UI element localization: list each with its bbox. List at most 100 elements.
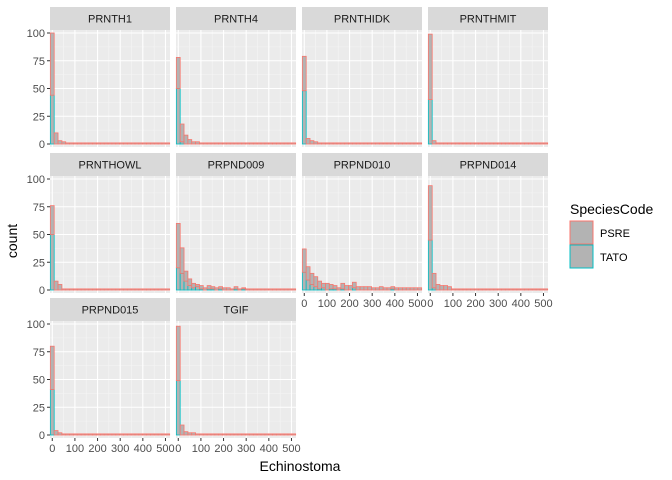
histogram-bar-psre <box>96 142 101 145</box>
histogram-bar-psre <box>336 142 342 145</box>
histogram-bar-psre <box>405 287 411 291</box>
histogram-bar-psre <box>531 142 537 145</box>
histogram-bar-psre <box>157 288 163 291</box>
histogram-bar-psre <box>276 433 281 436</box>
histogram-bar-psre <box>119 288 124 291</box>
histogram-bar-psre <box>313 276 319 288</box>
histogram-bar-psre <box>233 142 239 145</box>
y-tick-label: 0 <box>39 285 45 297</box>
y-tick-label: 50 <box>33 230 45 242</box>
x-tick-label: 100 <box>318 298 336 310</box>
histogram-bar-psre <box>111 433 117 436</box>
histogram-bar-psre <box>134 288 140 291</box>
x-tick-label: 300 <box>489 298 507 310</box>
y-axis-title: count <box>4 224 20 258</box>
histogram-bar-psre <box>103 433 109 436</box>
histogram-bar-psre <box>378 142 384 145</box>
facet-strip-label: PRNTHMIT <box>460 14 517 26</box>
histogram-bar-psre <box>287 288 293 291</box>
histogram-bar-psre <box>398 142 403 145</box>
x-tick-label: 100 <box>66 443 84 455</box>
histogram-bar-psre <box>57 140 63 145</box>
histogram-bar-psre <box>183 431 189 436</box>
histogram-bar-psre <box>161 433 167 436</box>
histogram-bar-psre <box>501 142 506 145</box>
legend-key-psre <box>569 220 594 245</box>
histogram-bar-psre <box>359 142 365 145</box>
histogram-bar-psre <box>451 288 456 291</box>
histogram-bar-psre <box>119 433 124 436</box>
y-tick-label: 0 <box>39 139 45 151</box>
x-tick-label: 500 <box>282 443 300 455</box>
histogram-bar-psre <box>165 142 171 145</box>
histogram-bar-psre <box>260 288 266 291</box>
histogram-bar-psre <box>390 286 396 290</box>
histogram-bar-psre <box>268 433 273 436</box>
histogram-bar-psre <box>524 142 529 145</box>
histogram-bar-psre <box>134 142 140 145</box>
histogram-bar-psre <box>222 433 227 436</box>
histogram-bar-psre <box>183 270 189 282</box>
histogram-bar-psre <box>481 288 487 291</box>
histogram-bar-psre <box>512 288 518 291</box>
histogram-bar-psre <box>191 141 196 145</box>
histogram-bar-tato <box>427 239 433 291</box>
histogram-bar-psre <box>179 424 185 436</box>
histogram-bar-psre <box>225 142 231 145</box>
y-tick-label: 75 <box>33 202 45 214</box>
histogram-bar-psre <box>57 432 63 436</box>
histogram-bar-psre <box>443 285 448 291</box>
histogram-bar-psre <box>351 281 357 289</box>
histogram-bar-psre <box>99 142 105 145</box>
histogram-bar-psre <box>53 132 59 145</box>
histogram-bar-psre <box>321 282 326 289</box>
histogram-bar-psre <box>454 142 460 145</box>
histogram-bar-psre <box>539 142 545 145</box>
histogram-bar-psre <box>386 142 392 145</box>
histogram-bar-psre <box>321 142 326 145</box>
histogram-bar-psre <box>344 285 349 291</box>
x-tick-label: 100 <box>444 298 462 310</box>
histogram-bar-psre <box>535 142 541 145</box>
facet-panel: PRNTH4 <box>175 7 297 147</box>
histogram-bar-psre <box>344 142 349 145</box>
histogram-bar-tato <box>183 280 189 291</box>
histogram-bar-psre <box>233 433 239 436</box>
histogram-bar-psre <box>175 325 181 382</box>
histogram-bar-psre <box>65 288 70 291</box>
histogram-bar-psre <box>435 142 441 145</box>
histogram-bar-psre <box>237 142 243 145</box>
histogram-bar-psre <box>268 142 273 145</box>
histogram-bar-psre <box>183 134 189 145</box>
histogram-bar-psre <box>252 288 258 291</box>
histogram-bar-psre <box>264 288 270 291</box>
x-tick-label: 0 <box>427 298 433 310</box>
facet-panels: PRNTH1 0 25 50 75 100 PRNTH4 PRNTHIDK PRNTHMIT PR… <box>27 7 553 455</box>
histogram-bar-psre <box>305 266 311 281</box>
histogram-bar-psre <box>363 286 369 291</box>
histogram-bar-psre <box>367 286 373 291</box>
histogram-bar-psre <box>107 288 113 291</box>
histogram-bar-psre <box>195 141 200 145</box>
histogram-bar-psre <box>405 142 411 145</box>
x-tick-label: 500 <box>534 298 552 310</box>
bar-group <box>49 345 171 436</box>
facet-strip-label: PRPND014 <box>460 160 517 172</box>
histogram-bar-psre <box>363 142 369 145</box>
histogram-bar-psre <box>256 288 262 291</box>
histogram-bar-psre <box>481 142 487 145</box>
histogram-bar-psre <box>501 288 506 291</box>
histogram-bar-psre <box>76 288 82 291</box>
histogram-bar-psre <box>65 433 70 436</box>
histogram-bar-psre <box>195 433 200 436</box>
facet-strip <box>428 7 548 30</box>
histogram-bar-psre <box>454 288 460 291</box>
facet-strip-label: PRNTHIDK <box>334 14 391 26</box>
x-axis-title: Echinostoma <box>260 458 341 474</box>
facet-panel: PRNTHIDK <box>301 7 423 147</box>
histogram-bar-psre <box>493 288 499 291</box>
histogram-bar-psre <box>283 142 289 145</box>
histogram-bar-psre <box>123 433 128 436</box>
facet-panel: PRNTHMIT <box>427 7 549 147</box>
